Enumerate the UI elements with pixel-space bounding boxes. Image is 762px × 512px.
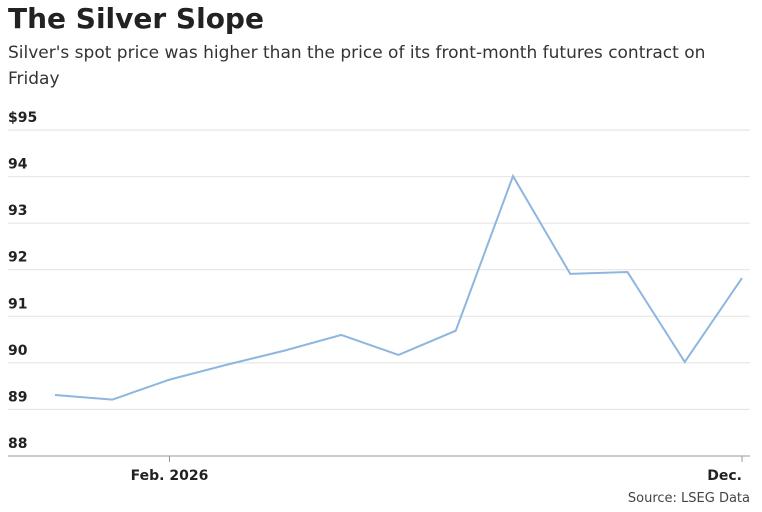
y-tick-label: 91 [8,296,27,312]
x-tick-label: Dec. [707,468,742,484]
y-tick-label: 92 [8,250,27,266]
y-tick-label: 94 [8,157,28,173]
y-tick-label: 88 [8,436,27,452]
chart-subtitle: Silver's spot price was higher than the … [8,43,706,89]
y-tick-label: 90 [8,343,28,359]
chart-title: The Silver Slope [8,2,264,35]
x-tick-label: Feb. 2026 [131,468,209,484]
source: Source: LSEG Data [628,491,750,506]
y-tick-label: 93 [8,203,27,219]
y-tick-label: 89 [8,389,27,405]
y-tick-label: $95 [8,110,37,126]
data-line [54,173,743,401]
